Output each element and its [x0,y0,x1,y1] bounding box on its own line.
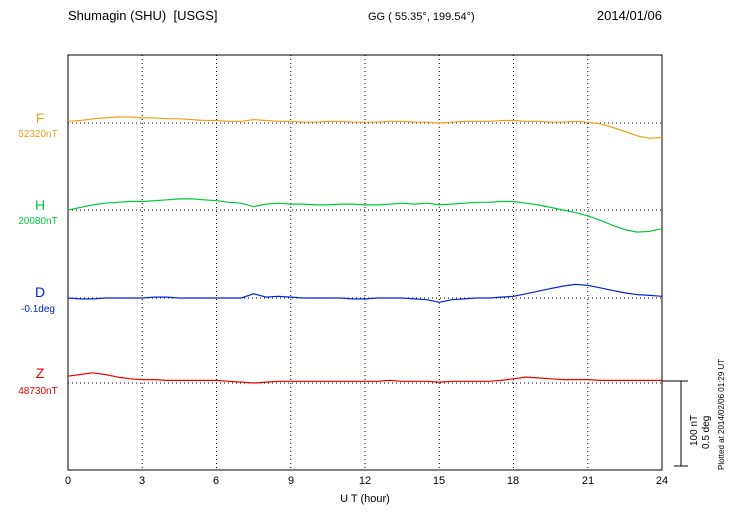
x-axis-label: U T (hour) [340,493,390,505]
trace-H [67,198,663,233]
x-tick-label: 12 [358,475,372,487]
x-tick-label: 9 [287,475,295,487]
x-tick-label: 24 [655,475,669,487]
trace-baseline-Z: 48730nT [18,386,58,397]
x-tick-label: 18 [506,475,520,487]
trace-baseline-D: -0.1deg [21,304,55,315]
trace-D [67,283,663,303]
trace-label-F: F [35,110,45,126]
plot-frame [67,54,663,471]
trace-label-Z: Z [35,365,45,381]
x-tick-label: 15 [432,475,446,487]
trace-Z [67,372,662,384]
trace-label-D: D [34,284,46,300]
x-tick-label: 3 [138,475,146,487]
page-title: Shumagin (SHU) [USGS] [68,8,218,23]
scale-nt-label: 100 nT [689,414,700,446]
date-label: 2014/01/06 [596,8,662,23]
x-tick-label: 6 [212,475,220,487]
trace-label-H: H [34,197,46,213]
coords-label: GG ( 55.35°, 199.54°) [368,11,475,23]
trace-baseline-H: 20080nT [18,216,58,227]
plotted-at-note: Plotted at 2014/02/06 01:29 UT [717,358,726,470]
trace-F [67,116,663,139]
x-tick-label: 21 [581,475,595,487]
scale-deg-label: 0.5 deg [701,415,712,449]
x-tick-label: 0 [64,475,72,487]
trace-baseline-F: 52320nT [18,129,58,140]
